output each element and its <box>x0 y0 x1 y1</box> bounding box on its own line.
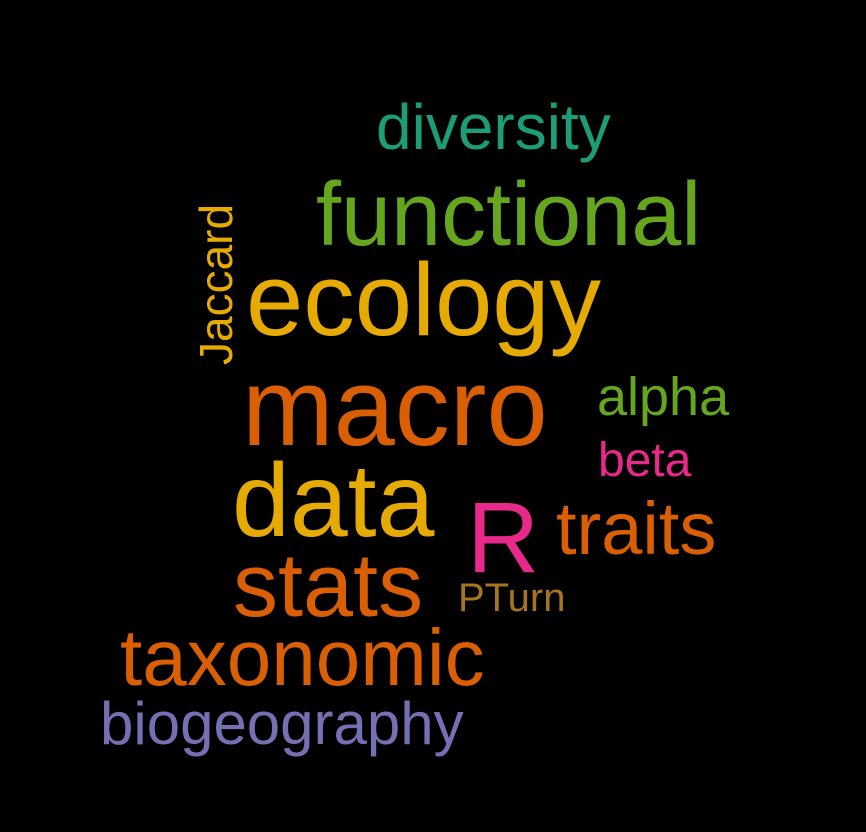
word-functional: functional <box>316 165 702 265</box>
word-diversity: diversity <box>376 91 611 163</box>
word-stats: stats <box>233 536 424 636</box>
word-pturn: PTurn <box>458 576 566 620</box>
word-jaccard: Jaccard <box>190 203 242 365</box>
word-data: data <box>232 443 435 559</box>
word-biogeography: biogeography <box>100 690 464 757</box>
word-alpha: alpha <box>597 367 730 427</box>
word-r: R <box>467 482 540 594</box>
word-taxonomic: taxonomic <box>120 613 485 702</box>
word-ecology: ecology <box>246 242 602 357</box>
word-macro: macro <box>242 346 548 469</box>
word-traits: traits <box>556 487 717 570</box>
word-beta: beta <box>598 434 692 487</box>
